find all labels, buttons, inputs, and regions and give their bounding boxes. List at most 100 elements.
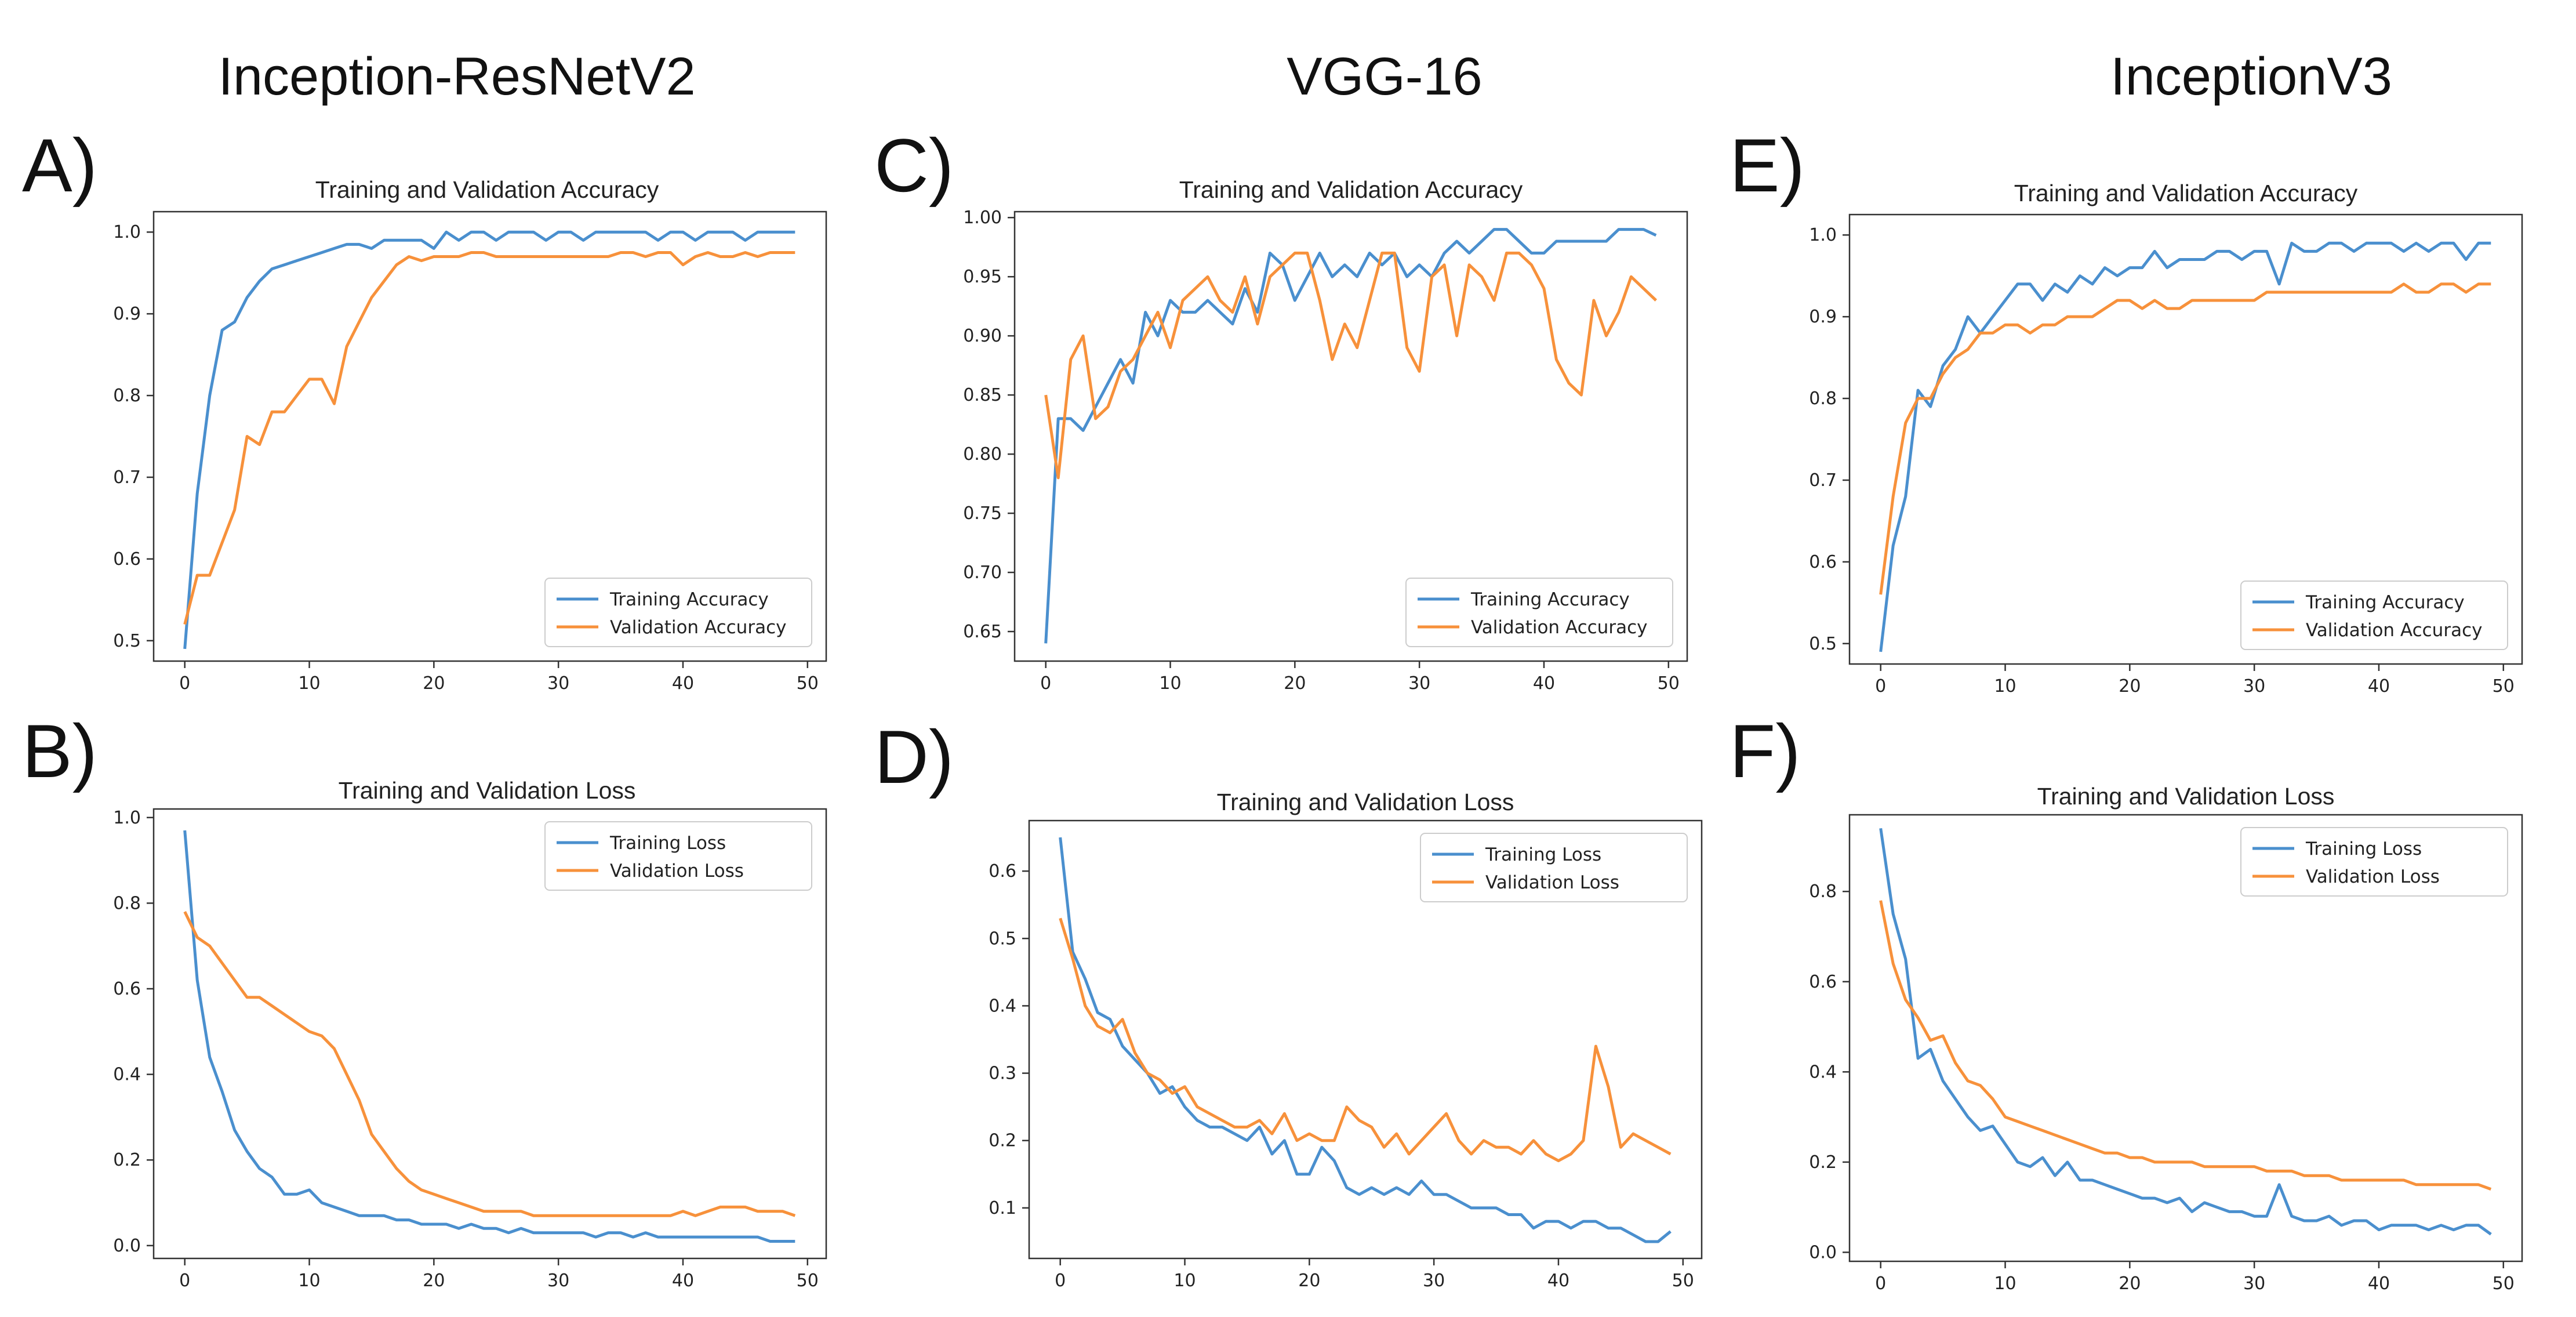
y-tick-label-f: 0.4 — [1809, 1062, 1837, 1082]
legend-label-validation-loss-d: Validation Loss — [1485, 872, 1619, 893]
x-tick-label-f: 40 — [2368, 1274, 2390, 1294]
series-line-training-accuracy-c — [1044, 228, 1657, 644]
column-title-inceptionv3: InceptionV3 — [2110, 47, 2392, 106]
x-tick-label-f: 20 — [2119, 1274, 2141, 1294]
x-tick-label-d: 50 — [1672, 1271, 1694, 1291]
column-title-inception-resnetv2: Inception-ResNetV2 — [218, 47, 696, 106]
x-tick-label-b: 40 — [672, 1271, 694, 1291]
series-line-training-loss-b — [183, 830, 795, 1243]
y-tick-label-e: 0.6 — [1809, 552, 1837, 572]
panel-label-e: E) — [1730, 123, 1805, 208]
legend-label-training-accuracy-c: Training Accuracy — [1470, 589, 1630, 610]
legend-box-a — [544, 578, 812, 647]
y-tick-label-c: 0.80 — [963, 444, 1002, 465]
y-tick-label-c: 0.75 — [963, 503, 1002, 524]
legend-f: Training Loss Validation Loss — [2240, 827, 2508, 897]
y-tick-label-e: 0.9 — [1809, 307, 1837, 327]
legend-d: Training Loss Validation Loss — [1420, 833, 1688, 902]
legend-label-training-loss-d: Training Loss — [1485, 844, 1601, 865]
y-tick-label-d: 0.3 — [989, 1064, 1016, 1084]
x-tick-label-e: 50 — [2493, 676, 2515, 696]
y-tick-label-e: 0.5 — [1809, 634, 1837, 654]
series-line-validation-loss-d — [1059, 917, 1672, 1163]
legend-label-validation-loss-f: Validation Loss — [2306, 866, 2440, 887]
legend-label-validation-accuracy-e: Validation Accuracy — [2306, 620, 2482, 641]
x-tick-label-b: 50 — [797, 1271, 819, 1291]
x-tick-label-a: 10 — [298, 673, 320, 694]
y-tick-label-c: 0.65 — [963, 622, 1002, 642]
x-tick-label-f: 0 — [1875, 1274, 1886, 1294]
chart-f-loss-inceptionv3: 0 10 20 30 40 50 0.0 0.2 0.4 0.6 0.8 Training Loss V… — [1809, 814, 2523, 1294]
series-line-training-accuracy-a — [183, 230, 795, 650]
y-tick-label-c: 1.00 — [963, 208, 1002, 228]
legend-e: Training Accuracy Validation Accuracy — [2240, 581, 2508, 650]
legend-b: Training Loss Validation Loss — [544, 821, 812, 891]
chart-c-accuracy-vgg16: 0 10 20 30 40 50 0.65 0.70 0.75 0.80 0.85 0.90 0.95 1… — [963, 208, 1688, 694]
x-tick-label-c: 20 — [1284, 673, 1306, 694]
legend-label-validation-accuracy-c: Validation Accuracy — [1471, 617, 1647, 638]
x-tick-label-c: 50 — [1658, 673, 1680, 694]
y-tick-label-b: 1.0 — [113, 808, 141, 828]
legend-box-e — [2240, 581, 2508, 650]
y-tick-label-f: 0.6 — [1809, 972, 1837, 992]
column-title-vgg16: VGG-16 — [1287, 47, 1483, 106]
x-tick-label-a: 20 — [423, 673, 445, 694]
plot-frame-b — [152, 808, 827, 1260]
panel-label-c: C) — [874, 123, 954, 208]
plot-title-d: Training and Validation Loss — [1216, 789, 1514, 815]
legend-box-f — [2240, 827, 2508, 897]
plot-frame-c — [1013, 211, 1688, 662]
legend-label-training-accuracy-a: Training Accuracy — [609, 589, 769, 610]
panel-label-b: B) — [22, 709, 97, 793]
y-tick-label-f: 0.8 — [1809, 881, 1837, 902]
x-tick-label-c: 0 — [1040, 673, 1051, 694]
x-tick-label-a: 0 — [179, 673, 190, 694]
x-tick-label-d: 30 — [1423, 1271, 1445, 1291]
x-tick-label-e: 20 — [2119, 676, 2141, 696]
series-line-validation-accuracy-c — [1044, 251, 1658, 480]
y-tick-label-a: 0.6 — [113, 549, 141, 569]
plot-title-e: Training and Validation Accuracy — [2014, 180, 2358, 206]
y-tick-label-e: 1.0 — [1809, 225, 1837, 245]
x-tick-label-c: 10 — [1159, 673, 1181, 694]
y-tick-label-a: 0.5 — [113, 631, 141, 651]
x-tick-label-e: 0 — [1875, 676, 1886, 696]
series-line-training-accuracy-e — [1879, 241, 2491, 652]
x-tick-label-d: 10 — [1173, 1271, 1196, 1291]
x-tick-label-a: 40 — [672, 673, 694, 694]
series-line-training-loss-f — [1879, 828, 2492, 1236]
y-tick-label-f: 0.2 — [1809, 1152, 1837, 1173]
x-tick-label-f: 50 — [2493, 1274, 2515, 1294]
x-tick-label-c: 30 — [1408, 673, 1430, 694]
plot-frame-a — [152, 211, 827, 662]
panel-label-d: D) — [874, 714, 954, 799]
y-tick-label-b: 0.4 — [113, 1065, 141, 1085]
chart-a-accuracy-inception-resnetv2: 0 10 20 30 40 50 0.5 0.6 0.7 0.8 0.9 1.0 Training Ac… — [113, 211, 827, 694]
chart-b-loss-inception-resnetv2: 0 10 20 30 40 50 0.0 0.2 0.4 0.6 0.8 1.0 Training Lo… — [113, 808, 827, 1291]
y-tick-label-c: 0.90 — [963, 326, 1002, 346]
legend-label-training-loss-f: Training Loss — [2305, 839, 2422, 859]
legend-a: Training Accuracy Validation Accuracy — [544, 578, 812, 647]
x-tick-label-d: 0 — [1055, 1271, 1066, 1291]
panel-label-f: F) — [1730, 709, 1801, 793]
y-tick-label-d: 0.1 — [989, 1198, 1016, 1218]
plot-title-a: Training and Validation Accuracy — [315, 176, 659, 203]
y-tick-label-e: 0.7 — [1809, 470, 1837, 491]
legend-label-training-accuracy-e: Training Accuracy — [2305, 592, 2465, 613]
chart-e-accuracy-inceptionv3: 0 10 20 30 40 50 0.5 0.6 0.7 0.8 0.9 1.0 Training Ac… — [1809, 213, 2523, 696]
y-tick-label-f: 0.0 — [1809, 1242, 1837, 1262]
x-tick-label-a: 50 — [797, 673, 819, 694]
legend-label-training-loss-b: Training Loss — [609, 833, 726, 854]
legend-box-c — [1405, 578, 1673, 647]
series-line-validation-accuracy-a — [183, 251, 795, 625]
x-tick-label-c: 40 — [1533, 673, 1555, 694]
plot-title-c: Training and Validation Accuracy — [1179, 176, 1523, 203]
x-tick-label-b: 0 — [179, 1271, 190, 1291]
panel-label-a: A) — [22, 123, 97, 208]
y-tick-label-a: 1.0 — [113, 222, 141, 242]
y-tick-label-e: 0.8 — [1809, 389, 1837, 409]
chart-d-loss-vgg16: 0 10 20 30 40 50 0.1 0.2 0.3 0.4 0.5 0.6 Training Lo… — [989, 819, 1703, 1291]
y-tick-label-d: 0.6 — [989, 861, 1016, 881]
legend-label-validation-accuracy-a: Validation Accuracy — [610, 617, 786, 638]
y-tick-label-b: 0.8 — [113, 893, 141, 913]
